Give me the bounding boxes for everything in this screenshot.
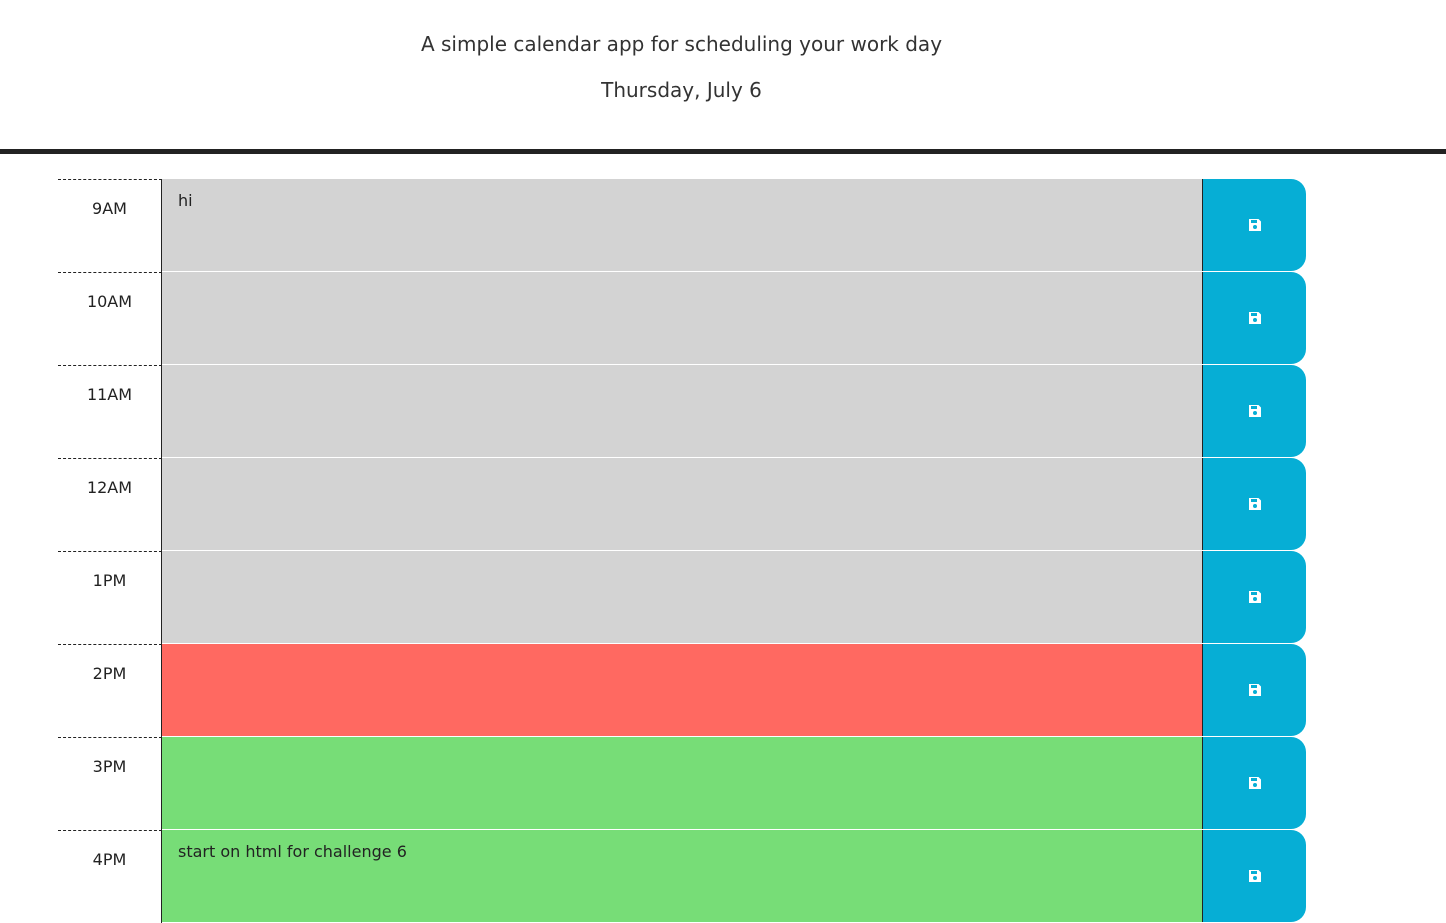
save-button[interactable] (1202, 272, 1306, 364)
hour-label: 1PM (58, 551, 162, 644)
event-description[interactable] (162, 458, 1202, 551)
time-block-row: 11AM (58, 365, 1306, 458)
event-description[interactable] (162, 551, 1202, 644)
floppy-disk-icon (1248, 776, 1262, 790)
page-header: A simple calendar app for scheduling you… (0, 0, 1446, 154)
floppy-disk-icon (1248, 590, 1262, 604)
time-block-row: 10AM (58, 272, 1306, 365)
floppy-disk-icon (1248, 683, 1262, 697)
current-day: Thursday, July 6 (601, 78, 762, 102)
save-button[interactable] (1202, 458, 1306, 550)
floppy-disk-icon (1248, 404, 1262, 418)
event-description[interactable] (162, 644, 1202, 737)
time-block-row: 2PM (58, 644, 1306, 737)
app-subtitle: A simple calendar app for scheduling you… (420, 32, 943, 56)
floppy-disk-icon (1248, 869, 1262, 883)
hour-label: 4PM (58, 830, 162, 923)
hour-label: 3PM (58, 737, 162, 830)
hour-label: 2PM (58, 644, 162, 737)
save-button[interactable] (1202, 830, 1306, 922)
save-button[interactable] (1202, 365, 1306, 457)
event-description[interactable]: hi (162, 179, 1202, 272)
floppy-disk-icon (1248, 311, 1262, 325)
save-button[interactable] (1202, 179, 1306, 271)
hour-label: 9AM (58, 179, 162, 272)
event-description[interactable] (162, 272, 1202, 365)
time-block-row: 12AM (58, 458, 1306, 551)
planner: 9AM hi 10AM 11AM 12AM (58, 179, 1306, 923)
floppy-disk-icon (1248, 497, 1262, 511)
floppy-disk-icon (1248, 218, 1262, 232)
time-block-row: 3PM (58, 737, 1306, 830)
time-block-row: 1PM (58, 551, 1306, 644)
save-button[interactable] (1202, 644, 1306, 736)
save-button[interactable] (1202, 737, 1306, 829)
hour-label: 10AM (58, 272, 162, 365)
event-description[interactable]: start on html for challenge 6 (162, 830, 1202, 923)
save-button[interactable] (1202, 551, 1306, 643)
time-block-row: 9AM hi (58, 179, 1306, 272)
event-description[interactable] (162, 737, 1202, 830)
hour-label: 12AM (58, 458, 162, 551)
event-description[interactable] (162, 365, 1202, 458)
time-block-row: 4PM start on html for challenge 6 (58, 830, 1306, 923)
hour-label: 11AM (58, 365, 162, 458)
